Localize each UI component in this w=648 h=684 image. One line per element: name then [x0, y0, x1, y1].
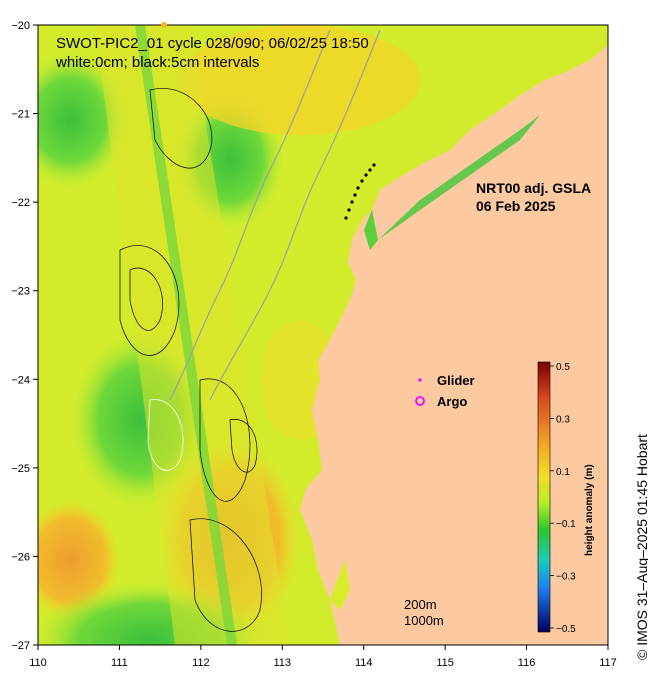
coastal-water: [364, 210, 378, 250]
colorbar-tick-label: −0.3: [556, 572, 576, 583]
header-line2: white:0cm; black:5cm intervals: [55, 54, 259, 71]
colorbar-label: height anomaly (m): [584, 464, 595, 556]
colorbar-tick-label: −0.1: [556, 519, 576, 530]
glider-marker: [418, 378, 422, 382]
product-name: NRT00 adj. GSLA: [476, 180, 591, 196]
glider-track: [344, 163, 376, 220]
coastal-water: [378, 115, 540, 240]
colorbar-tick-label: −0.5: [556, 624, 576, 635]
y-tick-label: −24: [11, 374, 30, 386]
y-tick-label: −27: [11, 640, 30, 652]
argo-label: Argo: [437, 394, 467, 409]
x-tick-label: 117: [599, 657, 617, 669]
edge-artifact: [161, 22, 167, 28]
zero-contour: [147, 399, 184, 471]
product-date: 06 Feb 2025: [476, 198, 556, 214]
y-tick-label: −26: [11, 551, 30, 563]
credit: © IMOS 31–Aug–2025 01:45 Hobart: [634, 434, 648, 660]
y-tick-label: −22: [11, 197, 30, 209]
isobath-200-label: 200m: [404, 597, 437, 612]
swot-nadir-gap: [135, 25, 237, 645]
glider-label: Glider: [437, 373, 475, 388]
colorbar: [537, 361, 551, 633]
bay: [330, 560, 350, 610]
y-tick-label: −25: [11, 463, 30, 475]
plot-frame: [37, 24, 609, 646]
anomaly-blob: [180, 25, 420, 135]
colorbar-tick-label: 0.3: [556, 414, 570, 425]
x-tick-label: 113: [274, 657, 292, 669]
colorbar-tick-label: 0.1: [556, 467, 570, 478]
contours: [119, 88, 262, 632]
land-western-australia: [300, 45, 608, 645]
isobath-200m: [209, 29, 381, 401]
argo-marker: [415, 396, 425, 406]
x-tick-label: 116: [518, 657, 536, 669]
plot-area: [38, 25, 608, 645]
y-tick-label: −21: [11, 109, 30, 121]
colorbar-tick-label: 0.5: [556, 362, 570, 373]
header-line1: SWOT-PIC2_01 cycle 028/090; 06/02/25 18:…: [56, 35, 369, 52]
x-tick-label: 115: [436, 657, 454, 669]
y-axis-ticks: −20 −21 −22 −23 −24 −25 −26 −27: [11, 20, 38, 652]
x-tick-label: 112: [192, 657, 210, 669]
x-tick-label: 111: [111, 657, 128, 669]
x-tick-label: 114: [355, 657, 373, 669]
x-tick-label: 110: [29, 657, 47, 669]
isobath-1000-label: 1000m: [404, 613, 444, 628]
colorbar-ticks: 0.5 0.3 0.1 −0.1 −0.3 −0.5: [550, 362, 576, 635]
y-tick-label: −20: [11, 20, 30, 32]
y-tick-label: −23: [11, 286, 30, 298]
swot-swath: [95, 25, 290, 645]
x-axis-ticks: 110 111 112 113 114 115 116 117: [29, 645, 617, 669]
isobath-1000m: [169, 29, 331, 401]
